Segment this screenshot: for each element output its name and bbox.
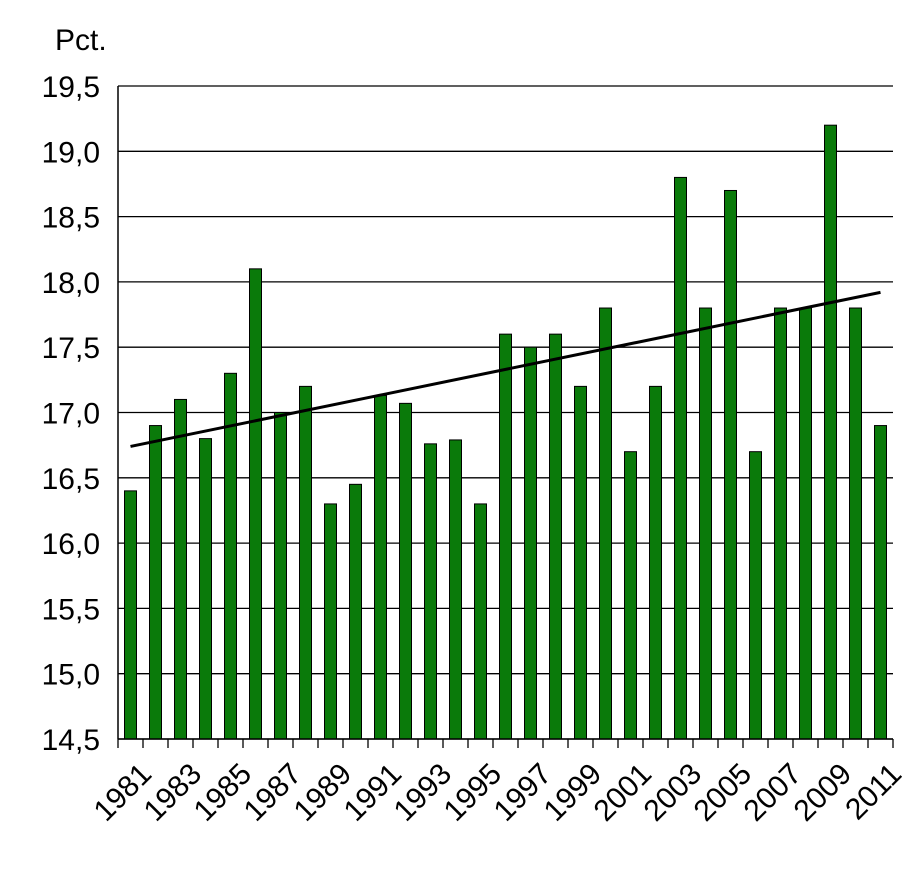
bar — [849, 307, 862, 740]
y-tick-label: 15,5 — [42, 593, 100, 626]
x-tick-label: 1989 — [288, 757, 359, 828]
bar — [374, 395, 387, 740]
bar — [274, 412, 287, 740]
bar — [474, 503, 487, 740]
y-tick-label: 16,0 — [42, 528, 100, 561]
x-tick-label: 1981 — [88, 757, 159, 828]
bar — [799, 307, 812, 740]
y-tick-label: 14,5 — [42, 724, 100, 757]
y-tick-label: 17,0 — [42, 398, 100, 431]
bar — [824, 124, 837, 740]
bar — [399, 402, 412, 740]
x-tick-label: 1987 — [238, 757, 309, 828]
bar — [574, 385, 587, 740]
bar — [124, 490, 137, 740]
x-tick-label: 2009 — [788, 757, 859, 828]
bar — [724, 189, 737, 740]
y-tick-label: 19,5 — [42, 71, 100, 104]
bar — [524, 346, 537, 740]
bar — [749, 451, 762, 740]
bar — [674, 176, 687, 740]
y-tick-label: 16,5 — [42, 463, 100, 496]
bar — [624, 451, 637, 740]
y-tick-label: 18,0 — [42, 267, 100, 300]
bar — [649, 385, 662, 740]
y-tick-label: 15,0 — [42, 659, 100, 692]
y-tick-label: 17,5 — [42, 332, 100, 365]
y-axis-label: Pct. — [55, 24, 107, 57]
bar — [324, 503, 337, 740]
bar — [199, 438, 212, 740]
x-tick-label: 2003 — [638, 757, 709, 828]
bar — [424, 443, 437, 740]
bar — [349, 483, 362, 740]
x-tick-label: 1991 — [338, 757, 409, 828]
trend-line — [130, 290, 881, 448]
x-tick-label: 1983 — [138, 757, 209, 828]
x-tick-label: 2005 — [688, 757, 759, 828]
y-tick-label: 19,0 — [42, 136, 100, 169]
bar — [249, 268, 262, 740]
x-tick-label: 1999 — [538, 757, 609, 828]
bar — [874, 425, 887, 740]
bar — [549, 333, 562, 740]
bar — [299, 385, 312, 740]
x-tick-label: 1993 — [388, 757, 459, 828]
x-tick-label: 1995 — [438, 757, 509, 828]
x-tick-label: 1985 — [188, 757, 259, 828]
bar — [699, 307, 712, 740]
y-tick-label: 18,5 — [42, 202, 100, 235]
x-tick-label: 2001 — [588, 757, 659, 828]
x-tick-label: 2011 — [839, 757, 902, 826]
bar — [774, 307, 787, 740]
x-tick-label: 1997 — [488, 757, 559, 828]
x-tick-label: 2007 — [738, 757, 809, 828]
bar — [599, 307, 612, 740]
bar — [174, 398, 187, 740]
bar — [449, 439, 462, 740]
bar — [149, 425, 162, 740]
bar — [499, 333, 512, 740]
